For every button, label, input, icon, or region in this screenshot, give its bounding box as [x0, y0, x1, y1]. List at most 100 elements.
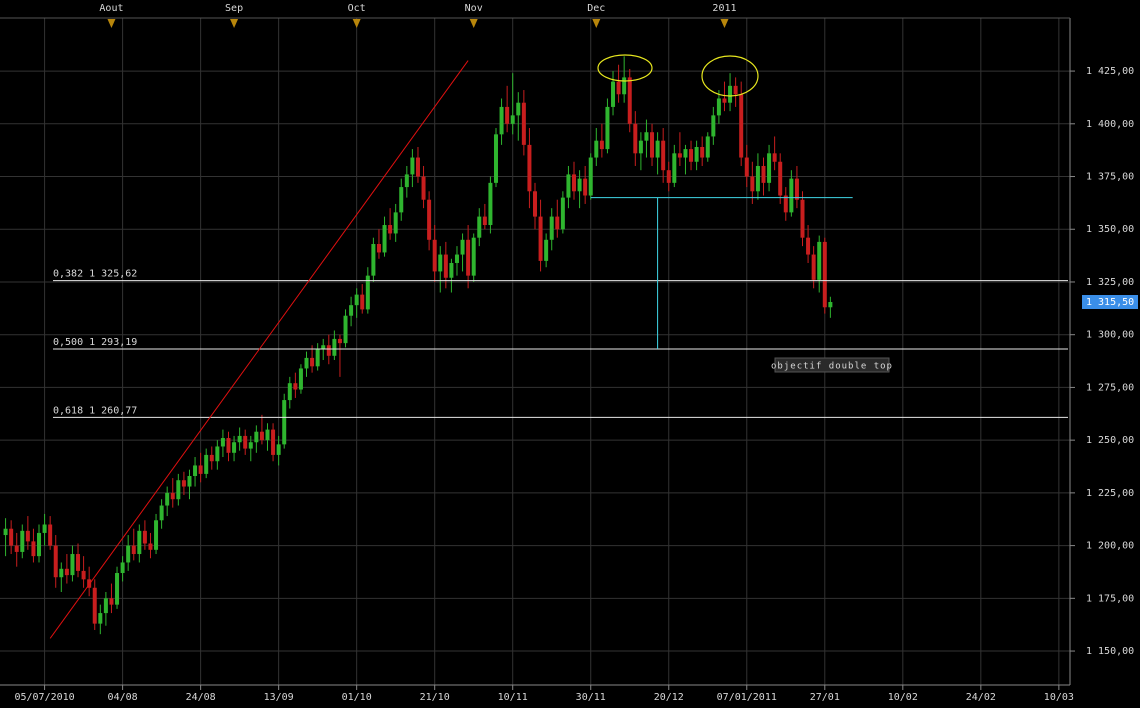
- candle-body: [337, 338, 342, 344]
- candle-body: [226, 438, 231, 453]
- candle-body: [566, 174, 571, 198]
- x-tick-label: 24/08: [186, 692, 216, 703]
- candle-body: [254, 431, 259, 443]
- candle-body: [265, 429, 270, 441]
- candle-body: [187, 475, 192, 487]
- candle-body: [683, 149, 688, 158]
- candle-body: [382, 225, 387, 253]
- candle-body: [516, 102, 521, 116]
- candle-body: [605, 106, 610, 150]
- candle-body: [248, 442, 253, 449]
- candle-body: [232, 442, 237, 453]
- candle-body: [170, 492, 175, 500]
- candle-body: [800, 199, 805, 238]
- month-marker: [592, 19, 601, 28]
- candle-body: [583, 178, 588, 196]
- candle-body: [527, 144, 532, 192]
- month-label: Oct: [348, 3, 366, 14]
- month-marker: [469, 19, 478, 28]
- candle-body: [443, 254, 448, 278]
- candle-body: [521, 102, 526, 145]
- candle-body: [310, 357, 315, 367]
- candle-body: [783, 195, 788, 213]
- candle-body: [510, 115, 515, 124]
- candle-body: [131, 545, 136, 555]
- y-tick-label: 1 275,00: [1086, 382, 1134, 393]
- candle-body: [237, 435, 242, 443]
- candle-body: [354, 294, 359, 306]
- candle-body: [811, 254, 816, 280]
- candle-body: [806, 237, 811, 255]
- x-tick-label: 24/02: [966, 692, 996, 703]
- candle-body: [142, 530, 147, 544]
- candle-body: [376, 244, 381, 253]
- candle-body: [37, 532, 42, 557]
- candle-body: [42, 524, 47, 533]
- candle-body: [70, 554, 75, 576]
- candle-body: [794, 178, 799, 200]
- candle-body: [209, 454, 214, 462]
- candle-body: [304, 357, 309, 369]
- candle-body: [115, 573, 120, 605]
- x-tick-label: 04/08: [108, 692, 138, 703]
- candle-body: [449, 262, 454, 278]
- candle-body: [627, 77, 632, 124]
- candle-body: [739, 94, 744, 158]
- candle-body: [259, 431, 264, 441]
- candle-body: [432, 239, 437, 272]
- candle-body: [666, 170, 671, 183]
- last-price-label: 1 315,50: [1086, 297, 1134, 308]
- candle-body: [633, 123, 638, 154]
- candle-body: [204, 454, 209, 474]
- candle-body: [81, 570, 86, 580]
- candle-body: [755, 165, 760, 192]
- drawings: [49, 60, 1068, 639]
- candle-body: [572, 174, 577, 192]
- y-tick-label: 1 175,00: [1086, 593, 1134, 604]
- candle-body: [822, 241, 827, 308]
- x-tick-label: 05/07/2010: [14, 692, 74, 703]
- candle-body: [789, 178, 794, 213]
- candle-body: [438, 254, 443, 272]
- candle-body: [549, 216, 554, 240]
- candle-body: [165, 492, 170, 506]
- candle-body: [349, 305, 354, 316]
- candle-body: [594, 140, 599, 158]
- candle-body: [716, 98, 721, 116]
- candle-body: [761, 165, 766, 183]
- candle-body: [243, 435, 248, 449]
- candle-body: [700, 146, 705, 158]
- candle-body: [767, 153, 772, 183]
- candle-body: [76, 554, 81, 571]
- candle-body: [365, 275, 370, 310]
- x-tick-label: 10/11: [498, 692, 528, 703]
- candle-body: [326, 345, 331, 356]
- candle-body: [533, 191, 537, 217]
- candle-body: [103, 598, 108, 614]
- candle-body: [728, 85, 733, 103]
- x-tick-label: 07/01/2011: [717, 692, 777, 703]
- candle-body: [371, 244, 376, 276]
- annotation-box: [774, 357, 890, 373]
- annotation: objectif double top: [771, 362, 893, 372]
- y-tick-label: 1 150,00: [1086, 646, 1134, 657]
- candle-body: [388, 225, 393, 234]
- candle-body: [477, 216, 482, 238]
- candle-body: [421, 176, 426, 200]
- candle-body: [454, 254, 459, 263]
- y-tick-label: 1 300,00: [1086, 330, 1134, 341]
- y-tick-label: 1 250,00: [1086, 435, 1134, 446]
- candle-body: [499, 106, 504, 135]
- candle-body: [611, 81, 616, 107]
- candle-body: [599, 140, 604, 150]
- candle-body: [711, 115, 716, 137]
- fib-label: 0,382 1 325,62: [53, 269, 137, 280]
- candle-body: [332, 338, 337, 356]
- candle-body: [661, 140, 666, 171]
- candle-body: [198, 465, 203, 474]
- x-tick-label: 13/09: [264, 692, 294, 703]
- candle-body: [493, 134, 498, 183]
- candle-body: [137, 530, 142, 555]
- candle-body: [9, 528, 14, 546]
